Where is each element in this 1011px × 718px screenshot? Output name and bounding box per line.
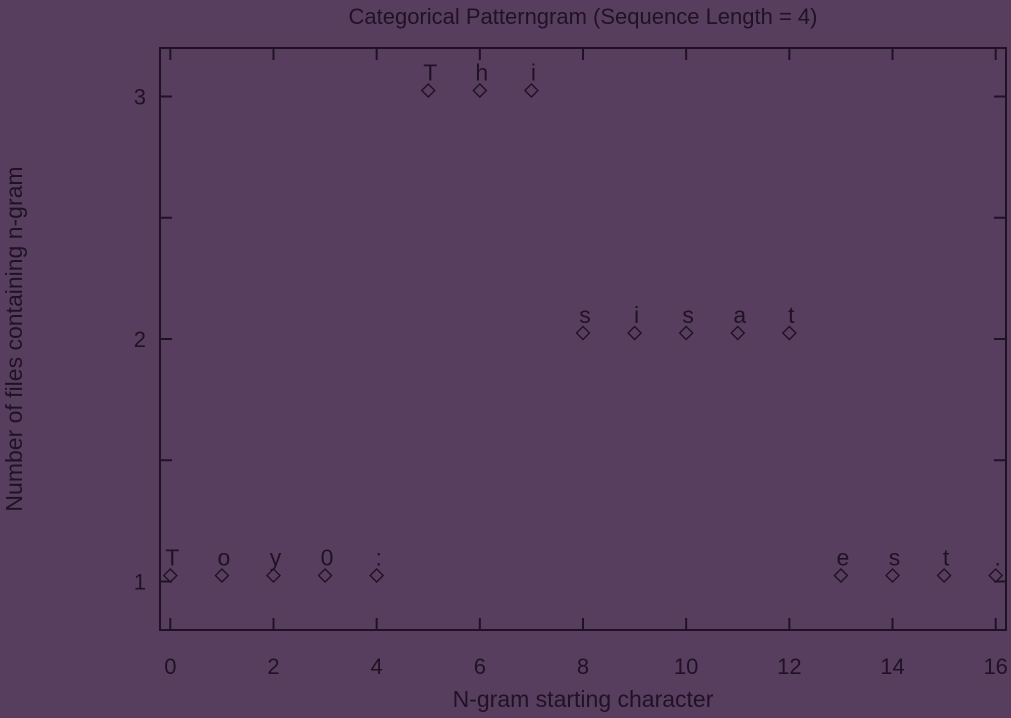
- data-point-label: T: [423, 60, 437, 86]
- data-point-marker: [678, 325, 694, 341]
- data-point-label: s: [579, 302, 591, 328]
- data-point-label: h: [475, 60, 488, 86]
- x-tick-label: 8: [577, 654, 589, 679]
- data-point-marker: [575, 325, 591, 341]
- data-point-marker: [936, 568, 952, 583]
- data-point-label: .: [994, 545, 1000, 571]
- data-point-marker: [420, 83, 436, 98]
- data-point-label: y: [270, 545, 282, 571]
- x-tick-label: 10: [674, 654, 698, 679]
- chart-title: Categorical Patterngram (Sequence Length…: [348, 4, 817, 29]
- data-point-label: t: [943, 545, 950, 571]
- x-tick-label: 14: [880, 654, 904, 679]
- data-point-marker: [523, 83, 539, 98]
- x-tick-label: 6: [474, 654, 486, 679]
- data-point-marker: [317, 568, 333, 583]
- data-point-label: s: [682, 302, 694, 328]
- x-axis-label: N-gram starting character: [453, 686, 714, 712]
- x-tick-label: 12: [777, 654, 801, 679]
- data-point-label: :: [375, 545, 381, 571]
- data-point-label: i: [634, 302, 639, 328]
- data-point-marker: [369, 568, 385, 583]
- data-point-label: T: [165, 545, 179, 571]
- data-point-label: o: [218, 545, 231, 571]
- data-point-marker: [472, 83, 488, 98]
- data-point-label: s: [889, 545, 901, 571]
- data-point-marker: [162, 568, 178, 583]
- data-point-label: e: [837, 545, 850, 571]
- x-tick-label: 16: [983, 654, 1007, 679]
- data-point-marker: [988, 568, 1004, 583]
- data-point-label: t: [788, 302, 795, 328]
- data-point-marker: [730, 325, 746, 341]
- data-point-marker: [781, 325, 797, 341]
- x-tick-label: 2: [267, 654, 279, 679]
- data-point-marker: [265, 568, 281, 583]
- y-tick-label: 2: [134, 327, 146, 352]
- y-tick-label: 1: [134, 570, 146, 595]
- axis-ticks: [160, 48, 1006, 630]
- data-point-label: i: [531, 60, 536, 86]
- data-point-marker: [627, 325, 643, 341]
- data-points: [162, 83, 1004, 583]
- data-point-marker: [885, 568, 901, 583]
- y-tick-label: 3: [134, 85, 146, 110]
- data-point-label: a: [733, 302, 746, 328]
- data-point-marker: [214, 568, 230, 583]
- y-axis-label: Number of files containing n-gram: [1, 166, 27, 511]
- data-point-marker: [833, 568, 849, 583]
- data-point-label: 0: [321, 545, 334, 571]
- x-tick-label: 4: [371, 654, 383, 679]
- x-tick-label: 0: [164, 654, 176, 679]
